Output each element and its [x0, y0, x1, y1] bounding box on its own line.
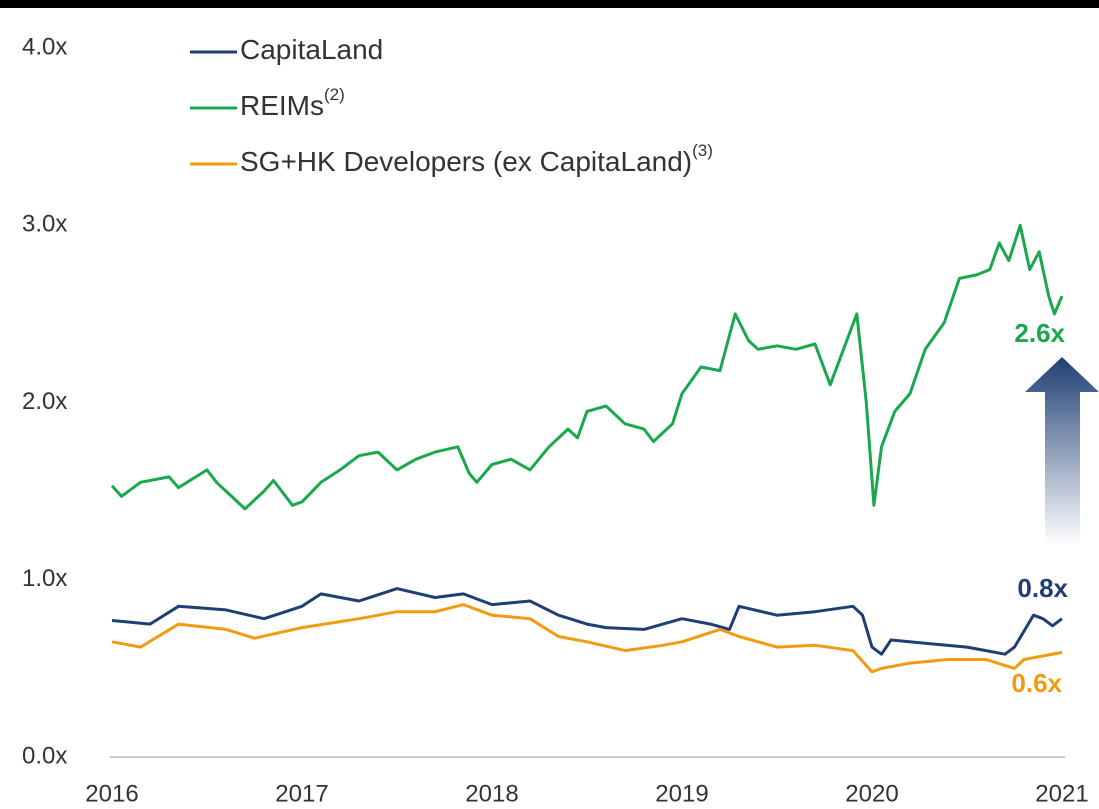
y-tick-label: 0.0x	[22, 742, 67, 769]
end-label: 0.6x	[1011, 668, 1062, 698]
x-tick-label: 2018	[465, 780, 518, 807]
series-line	[111, 603, 1063, 674]
y-tick-label: 4.0x	[22, 33, 67, 60]
x-tick-label: 2017	[275, 780, 328, 807]
x-tick-label: 2021	[1035, 780, 1088, 807]
end-label: 0.8x	[1017, 573, 1068, 603]
legend-label: CapitaLand	[240, 34, 383, 65]
end-label: 2.6x	[1014, 318, 1065, 348]
y-tick-label: 3.0x	[22, 211, 67, 238]
x-tick-label: 2020	[845, 780, 898, 807]
legend-note: (3)	[692, 141, 713, 160]
series-line	[110, 223, 1064, 511]
legend-name: SG+HK Developers (ex CapitaLand)	[240, 146, 692, 177]
legend-label: REIMs(2)	[240, 85, 345, 121]
legend-name: CapitaLand	[240, 34, 383, 65]
legend-label: SG+HK Developers (ex CapitaLand)(3)	[240, 141, 713, 177]
y-tick-label: 2.0x	[22, 388, 67, 415]
legend-note: (2)	[324, 85, 345, 104]
arrow	[1025, 357, 1099, 545]
x-tick-label: 2016	[85, 780, 138, 807]
series-line	[111, 587, 1063, 656]
y-tick-label: 1.0x	[22, 565, 67, 592]
legend-name: REIMs	[240, 90, 324, 121]
top-bar	[0, 0, 1099, 8]
x-tick-label: 2019	[655, 780, 708, 807]
